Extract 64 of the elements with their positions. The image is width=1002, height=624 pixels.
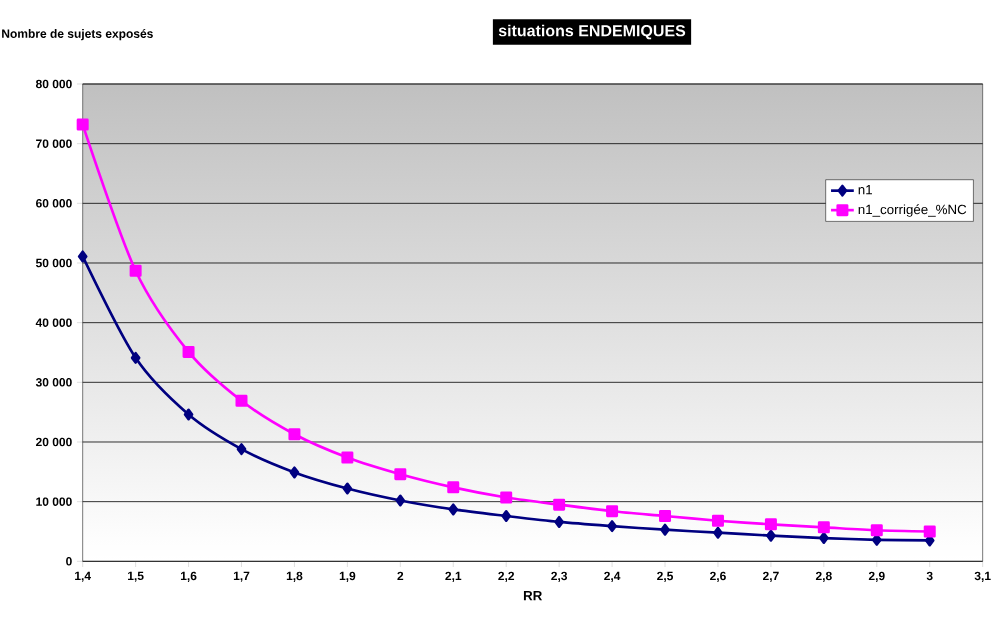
- point: [501, 509, 512, 522]
- point: [819, 532, 829, 545]
- point: [235, 394, 248, 407]
- y-tick-label: 20 000: [35, 437, 72, 447]
- x-tick-label: 2,7: [762, 571, 779, 582]
- y-tick-label: 0: [66, 557, 72, 566]
- x-tick-label: 2,9: [868, 571, 885, 582]
- point: [659, 509, 672, 522]
- point: [500, 491, 513, 504]
- y-tick-label: 50 000: [35, 258, 72, 268]
- y-tick-label: 30 000: [35, 378, 72, 387]
- x-tick-label: 3: [926, 571, 933, 581]
- x-tick-label: 2,6: [710, 571, 726, 582]
- x-tick-label: 2: [397, 571, 404, 581]
- point: [713, 526, 723, 539]
- point: [764, 518, 777, 531]
- x-axis-title: RR: [523, 591, 543, 601]
- x-tick-label: 1,5: [128, 571, 144, 582]
- point: [182, 345, 195, 358]
- point: [288, 428, 301, 441]
- point: [76, 118, 89, 131]
- point: [183, 408, 194, 421]
- point: [289, 466, 300, 479]
- x-tick-label: 1,9: [339, 571, 356, 582]
- x-tick-label: 1,8: [286, 571, 303, 582]
- x-tick-label: 2,3: [551, 571, 568, 582]
- x-tick-label: 2,4: [604, 571, 621, 582]
- y-axis-title: Nombre de sujets exposés: [2, 29, 153, 41]
- point: [395, 494, 406, 507]
- x-tick-label: 3,1: [974, 571, 991, 582]
- x-tick-label: 2,2: [498, 571, 515, 582]
- point: [236, 443, 247, 456]
- point: [817, 521, 830, 534]
- x-tick-label: 2,8: [815, 571, 832, 582]
- x-tick-label: 1,6: [180, 571, 197, 582]
- point: [711, 514, 724, 527]
- x-tick-label: 1,7: [233, 571, 250, 582]
- point: [341, 451, 354, 464]
- point: [554, 515, 564, 528]
- point: [448, 503, 459, 516]
- point: [660, 523, 670, 536]
- y-tick-label: 10 000: [36, 497, 72, 506]
- point: [870, 524, 883, 537]
- point: [606, 505, 619, 518]
- y-tick-label: 60 000: [36, 199, 72, 208]
- y-tick-label: 40 000: [35, 318, 72, 327]
- chart-title: situations ENDEMIQUES: [498, 24, 686, 40]
- point: [607, 520, 617, 533]
- point: [553, 498, 566, 511]
- x-tick-label: 2,5: [657, 571, 674, 582]
- x-tick-label: 1,4: [75, 571, 91, 582]
- point: [766, 529, 776, 542]
- point: [394, 468, 407, 481]
- point: [129, 264, 142, 277]
- point: [923, 525, 936, 538]
- legend-label: n1_corrigée_%NC: [858, 204, 967, 217]
- y-tick-label: 80 000: [35, 79, 72, 89]
- point: [342, 482, 353, 495]
- legend-label: n1: [858, 185, 872, 195]
- y-tick-label: 70 000: [36, 139, 72, 148]
- point: [77, 250, 88, 263]
- x-tick-label: 2,1: [445, 571, 462, 582]
- point: [130, 351, 141, 364]
- point: [447, 481, 460, 494]
